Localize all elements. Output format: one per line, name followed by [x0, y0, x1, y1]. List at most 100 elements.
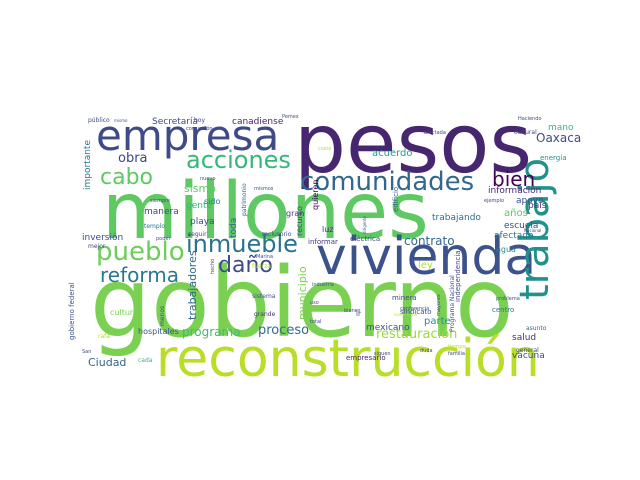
word: pesos [294, 97, 532, 192]
word: vivienda [316, 227, 536, 287]
word: quieren [311, 180, 320, 210]
word: Pemex [282, 114, 299, 120]
word: fuerza [252, 263, 271, 270]
word: hospitales [138, 327, 179, 336]
word: reclusorio [262, 231, 292, 238]
word: cada [138, 357, 153, 364]
word: sismo [184, 182, 216, 195]
word: trabajadores [186, 250, 199, 320]
word: empresa [96, 111, 279, 160]
word: playa [190, 217, 215, 227]
word: programa [182, 325, 241, 339]
word: conferencia [400, 306, 429, 312]
word: Ciudad [88, 356, 126, 369]
word: luz [322, 225, 334, 234]
word: escuela [504, 221, 538, 231]
word: familia [448, 351, 465, 357]
word: nuevo [200, 176, 215, 182]
word: Programa Nacional [449, 275, 456, 332]
word: siempre [150, 198, 170, 204]
word: rafa [98, 333, 110, 340]
word: público [88, 117, 110, 124]
word: templo [144, 223, 165, 230]
word: Secretaría [152, 117, 198, 127]
word: Marina [256, 254, 273, 260]
word: hecho [210, 259, 216, 274]
word: información [488, 185, 541, 196]
word: reconstrucción [156, 329, 540, 389]
word: minera [392, 294, 417, 302]
word: Nacional [524, 228, 541, 233]
word: ir [356, 310, 361, 318]
word: bien [492, 167, 535, 191]
word: mismo [114, 118, 128, 123]
word: general [516, 347, 539, 354]
word: edificio [392, 187, 400, 212]
word: conferencia [394, 312, 418, 317]
word: gobierno federal [68, 282, 76, 340]
word: industria [312, 282, 334, 288]
word: restauración [376, 327, 457, 342]
word: mayores [436, 294, 442, 316]
word: municipio [296, 266, 309, 320]
word: energía [540, 154, 566, 162]
word: agua [496, 245, 516, 254]
word: parte [424, 316, 451, 327]
word: sindicato [400, 308, 432, 316]
word: eléctrica [350, 235, 380, 243]
word: siguen [374, 351, 391, 357]
word: trabajo [512, 158, 558, 300]
word: importante [83, 140, 93, 190]
word: poder [156, 236, 171, 242]
word: millones [102, 167, 429, 257]
word: ley [418, 260, 433, 271]
word: corrupción [186, 125, 213, 132]
word: pueblo [96, 237, 185, 267]
word: Oaxaca [536, 131, 581, 145]
word: costo [318, 146, 331, 152]
word: mejor [88, 243, 106, 250]
word: contrato [404, 234, 455, 248]
word: acuerdo [372, 148, 413, 159]
word: sido [204, 197, 220, 206]
word: salud [512, 333, 536, 343]
word: cabo [100, 165, 153, 190]
word: comunidades [300, 167, 474, 197]
word: centro [492, 306, 514, 314]
word: proceso [258, 323, 309, 338]
word: problema [496, 296, 520, 302]
word: manera [144, 207, 179, 217]
word: San [82, 349, 91, 355]
word: toda [229, 218, 239, 238]
word: inmueble [186, 230, 298, 258]
word: obra [118, 151, 148, 166]
word: reforma [100, 263, 179, 287]
word: cultural [514, 129, 537, 136]
word: gente [186, 201, 212, 211]
word: acciones [186, 146, 291, 174]
word: gobierno [90, 247, 514, 359]
word: recurso [295, 206, 304, 236]
word: patrimonio [241, 183, 248, 216]
word: afectada [424, 130, 446, 136]
word: Haciendo [518, 116, 541, 122]
word: duda [420, 348, 433, 354]
word: mano [548, 123, 574, 133]
word: hoy [194, 117, 205, 124]
word: sistema [252, 293, 276, 300]
word: daño [218, 253, 273, 278]
word: cultura [110, 308, 138, 317]
word: uso [310, 300, 319, 306]
word: seguir [188, 231, 207, 238]
word: inversión [82, 232, 123, 243]
word: grande [254, 311, 276, 318]
word: apoyo [516, 196, 544, 206]
word: total [310, 319, 321, 325]
word: empresario [346, 354, 386, 362]
word: años [504, 208, 528, 219]
word: tiempo [448, 344, 466, 350]
word: ejemplo [484, 198, 504, 204]
word: gran [286, 209, 304, 218]
word: país [528, 201, 547, 211]
